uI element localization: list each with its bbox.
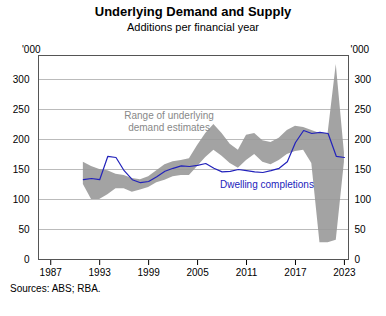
svg-text:2005: 2005 [186, 267, 209, 278]
svg-text:250: 250 [355, 104, 372, 115]
svg-text:Dwelling completions: Dwelling completions [220, 179, 314, 190]
svg-text:2017: 2017 [284, 267, 307, 278]
svg-text:1993: 1993 [89, 267, 112, 278]
svg-text:150: 150 [355, 164, 372, 175]
svg-text:'000: '000 [22, 44, 41, 55]
svg-text:300: 300 [13, 74, 30, 85]
svg-text:1987: 1987 [40, 267, 63, 278]
svg-text:250: 250 [13, 104, 30, 115]
html-text:Sources: ABS; RBA.: Sources: ABS; RBA. [10, 283, 101, 294]
svg-text:2011: 2011 [236, 267, 258, 278]
svg-text:200: 200 [13, 134, 30, 145]
svg-text:0: 0 [24, 254, 30, 265]
svg-text:150: 150 [13, 164, 30, 175]
html-text:Additions per financial year: Additions per financial year [127, 21, 259, 33]
svg-text:200: 200 [355, 134, 372, 145]
svg-text:0: 0 [355, 254, 361, 265]
svg-text:1999: 1999 [138, 267, 161, 278]
svg-text:'000: '000 [351, 44, 370, 55]
svg-text:50: 50 [355, 224, 367, 235]
svg-text:100: 100 [355, 194, 372, 205]
html-text:Underlying Demand and Supply: Underlying Demand and Supply [94, 4, 292, 19]
svg-text:Range of underlyingdemand esti: Range of underlyingdemand estimates [124, 110, 214, 133]
svg-text:50: 50 [18, 224, 30, 235]
svg-text:300: 300 [355, 74, 372, 85]
svg-text:2023: 2023 [333, 267, 356, 278]
svg-text:100: 100 [13, 194, 30, 205]
